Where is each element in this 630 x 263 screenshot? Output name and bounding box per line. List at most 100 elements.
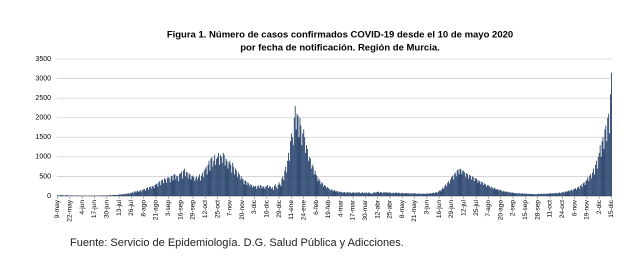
bar	[268, 188, 270, 196]
bar	[246, 185, 248, 196]
bar	[435, 192, 437, 196]
x-tick-label: 30-mar	[362, 199, 369, 220]
bar	[477, 182, 479, 196]
bar	[388, 192, 390, 196]
bar	[493, 187, 495, 196]
x-tick-label: 19-nov	[584, 199, 591, 220]
bar	[402, 193, 404, 196]
bar	[186, 172, 188, 196]
bar	[380, 192, 381, 196]
bar	[464, 172, 466, 196]
bar	[301, 145, 303, 196]
bar	[238, 174, 240, 196]
bar	[561, 192, 563, 196]
bar	[533, 194, 535, 196]
x-tick-label: 28-sep	[534, 200, 541, 220]
bar	[564, 191, 566, 196]
bar	[501, 190, 503, 196]
chart-subtitle: por fecha de notificación. Región de Mur…	[240, 43, 440, 54]
bar	[424, 194, 426, 196]
bar	[150, 188, 152, 196]
bar	[489, 188, 491, 196]
bar	[162, 179, 164, 196]
bar	[353, 192, 355, 196]
bar	[377, 191, 379, 196]
bar	[462, 170, 464, 196]
bar	[392, 192, 394, 196]
bar	[495, 189, 497, 196]
x-tick-label: 21-ago	[153, 200, 160, 221]
bar	[245, 181, 247, 196]
bar	[211, 156, 213, 196]
bar	[447, 182, 449, 196]
bar	[526, 194, 528, 196]
bar	[466, 173, 468, 196]
bar	[72, 195, 74, 196]
bar	[155, 184, 157, 196]
bar	[280, 186, 282, 196]
bar	[149, 186, 151, 196]
bar	[213, 160, 215, 196]
bar	[332, 191, 334, 196]
bar	[221, 162, 223, 196]
bar	[494, 188, 496, 196]
bar	[400, 192, 402, 196]
x-tick-label: 13-jul	[116, 199, 123, 215]
bar	[433, 192, 434, 196]
bar	[177, 176, 179, 196]
bar	[450, 179, 451, 196]
bar	[387, 193, 389, 196]
bar	[127, 193, 128, 196]
bar	[210, 158, 212, 196]
bar	[147, 189, 149, 196]
bar	[282, 176, 284, 196]
bar	[109, 195, 110, 196]
bar	[194, 181, 196, 196]
bar	[593, 168, 594, 196]
bar	[523, 193, 525, 196]
bar	[455, 176, 457, 196]
bar	[57, 195, 58, 196]
bar	[357, 193, 359, 196]
bar	[240, 176, 242, 196]
bar	[508, 192, 510, 196]
bar	[506, 191, 508, 196]
bar	[298, 137, 300, 196]
bar	[254, 186, 255, 196]
bar	[412, 193, 414, 196]
bar	[505, 192, 506, 196]
bar	[241, 178, 243, 196]
bar	[292, 145, 294, 196]
bar	[231, 172, 233, 196]
bar	[367, 192, 369, 196]
bar	[207, 164, 209, 196]
bar	[366, 193, 368, 196]
bar	[379, 192, 380, 196]
x-tick-label: 24-oct	[559, 200, 566, 218]
bar	[393, 192, 395, 196]
bar	[313, 174, 315, 196]
bar	[201, 175, 202, 196]
bar	[133, 191, 135, 196]
bar	[160, 185, 162, 196]
bar	[568, 190, 570, 196]
bar	[147, 187, 148, 196]
bar	[426, 193, 428, 196]
bar	[442, 187, 444, 196]
bar	[384, 192, 386, 196]
bar	[601, 141, 603, 196]
x-tick-label: 8-may	[399, 199, 406, 218]
bar	[567, 190, 569, 196]
bar	[198, 177, 200, 196]
bar	[481, 181, 483, 196]
bar	[611, 72, 612, 196]
bar	[431, 193, 433, 196]
bar	[67, 195, 69, 196]
bar	[575, 188, 576, 196]
bar	[605, 125, 607, 196]
bar	[588, 181, 590, 196]
bar	[284, 170, 286, 196]
bar	[57, 195, 59, 196]
bar	[290, 133, 292, 196]
bar	[547, 193, 549, 196]
